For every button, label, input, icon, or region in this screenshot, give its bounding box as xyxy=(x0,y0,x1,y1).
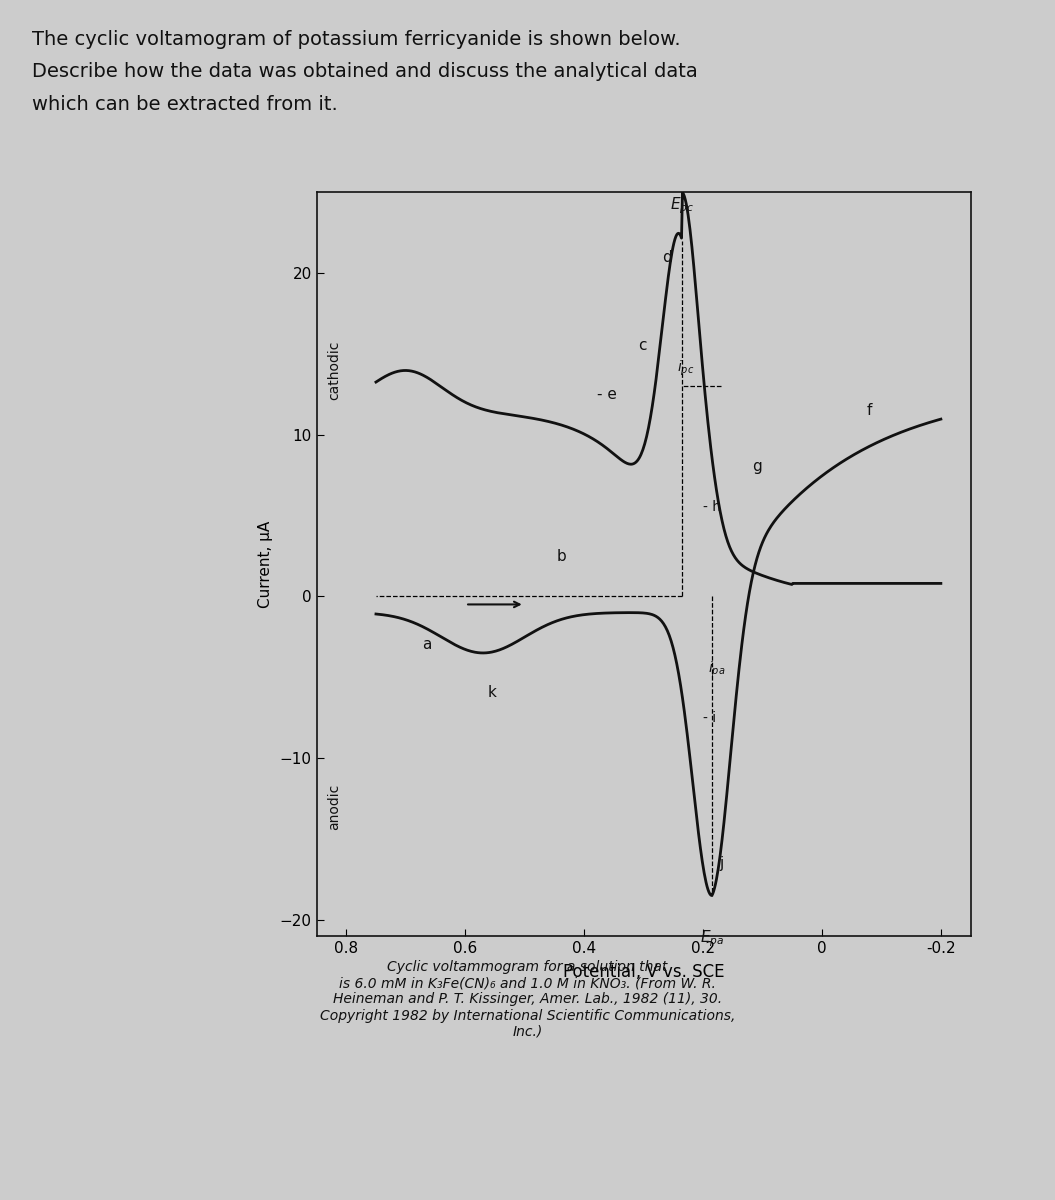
Text: b: b xyxy=(556,550,567,564)
Text: Cyclic voltammogram for a solution that
is 6.0 mM in K₃Fe(CN)₆ and 1.0 M in KNO₃: Cyclic voltammogram for a solution that … xyxy=(320,960,735,1039)
X-axis label: Potential, V vs. SCE: Potential, V vs. SCE xyxy=(562,962,725,980)
Y-axis label: Current, μA: Current, μA xyxy=(257,521,272,607)
Text: d: d xyxy=(663,250,672,265)
Text: Describe how the data was obtained and discuss the analytical data: Describe how the data was obtained and d… xyxy=(32,62,697,82)
Text: cathodic: cathodic xyxy=(327,341,342,400)
Text: c: c xyxy=(638,338,647,353)
Text: a: a xyxy=(422,637,431,652)
Text: which can be extracted from it.: which can be extracted from it. xyxy=(32,95,338,114)
Text: The cyclic voltamogram of potassium ferricyanide is shown below.: The cyclic voltamogram of potassium ferr… xyxy=(32,30,680,49)
Text: $E_{pa}$: $E_{pa}$ xyxy=(699,928,724,948)
Text: k: k xyxy=(487,685,496,701)
Text: $i_{pa}$: $i_{pa}$ xyxy=(708,660,726,679)
Text: - i: - i xyxy=(703,710,716,725)
Text: $i_{pc}$: $i_{pc}$ xyxy=(677,359,694,378)
Text: - h: - h xyxy=(703,500,721,515)
Text: f: f xyxy=(867,403,872,418)
Text: j: j xyxy=(720,856,724,871)
Text: $E_{pc}$: $E_{pc}$ xyxy=(670,196,694,216)
Text: g: g xyxy=(751,460,762,474)
Text: anodic: anodic xyxy=(327,784,342,829)
Text: - e: - e xyxy=(597,386,617,402)
